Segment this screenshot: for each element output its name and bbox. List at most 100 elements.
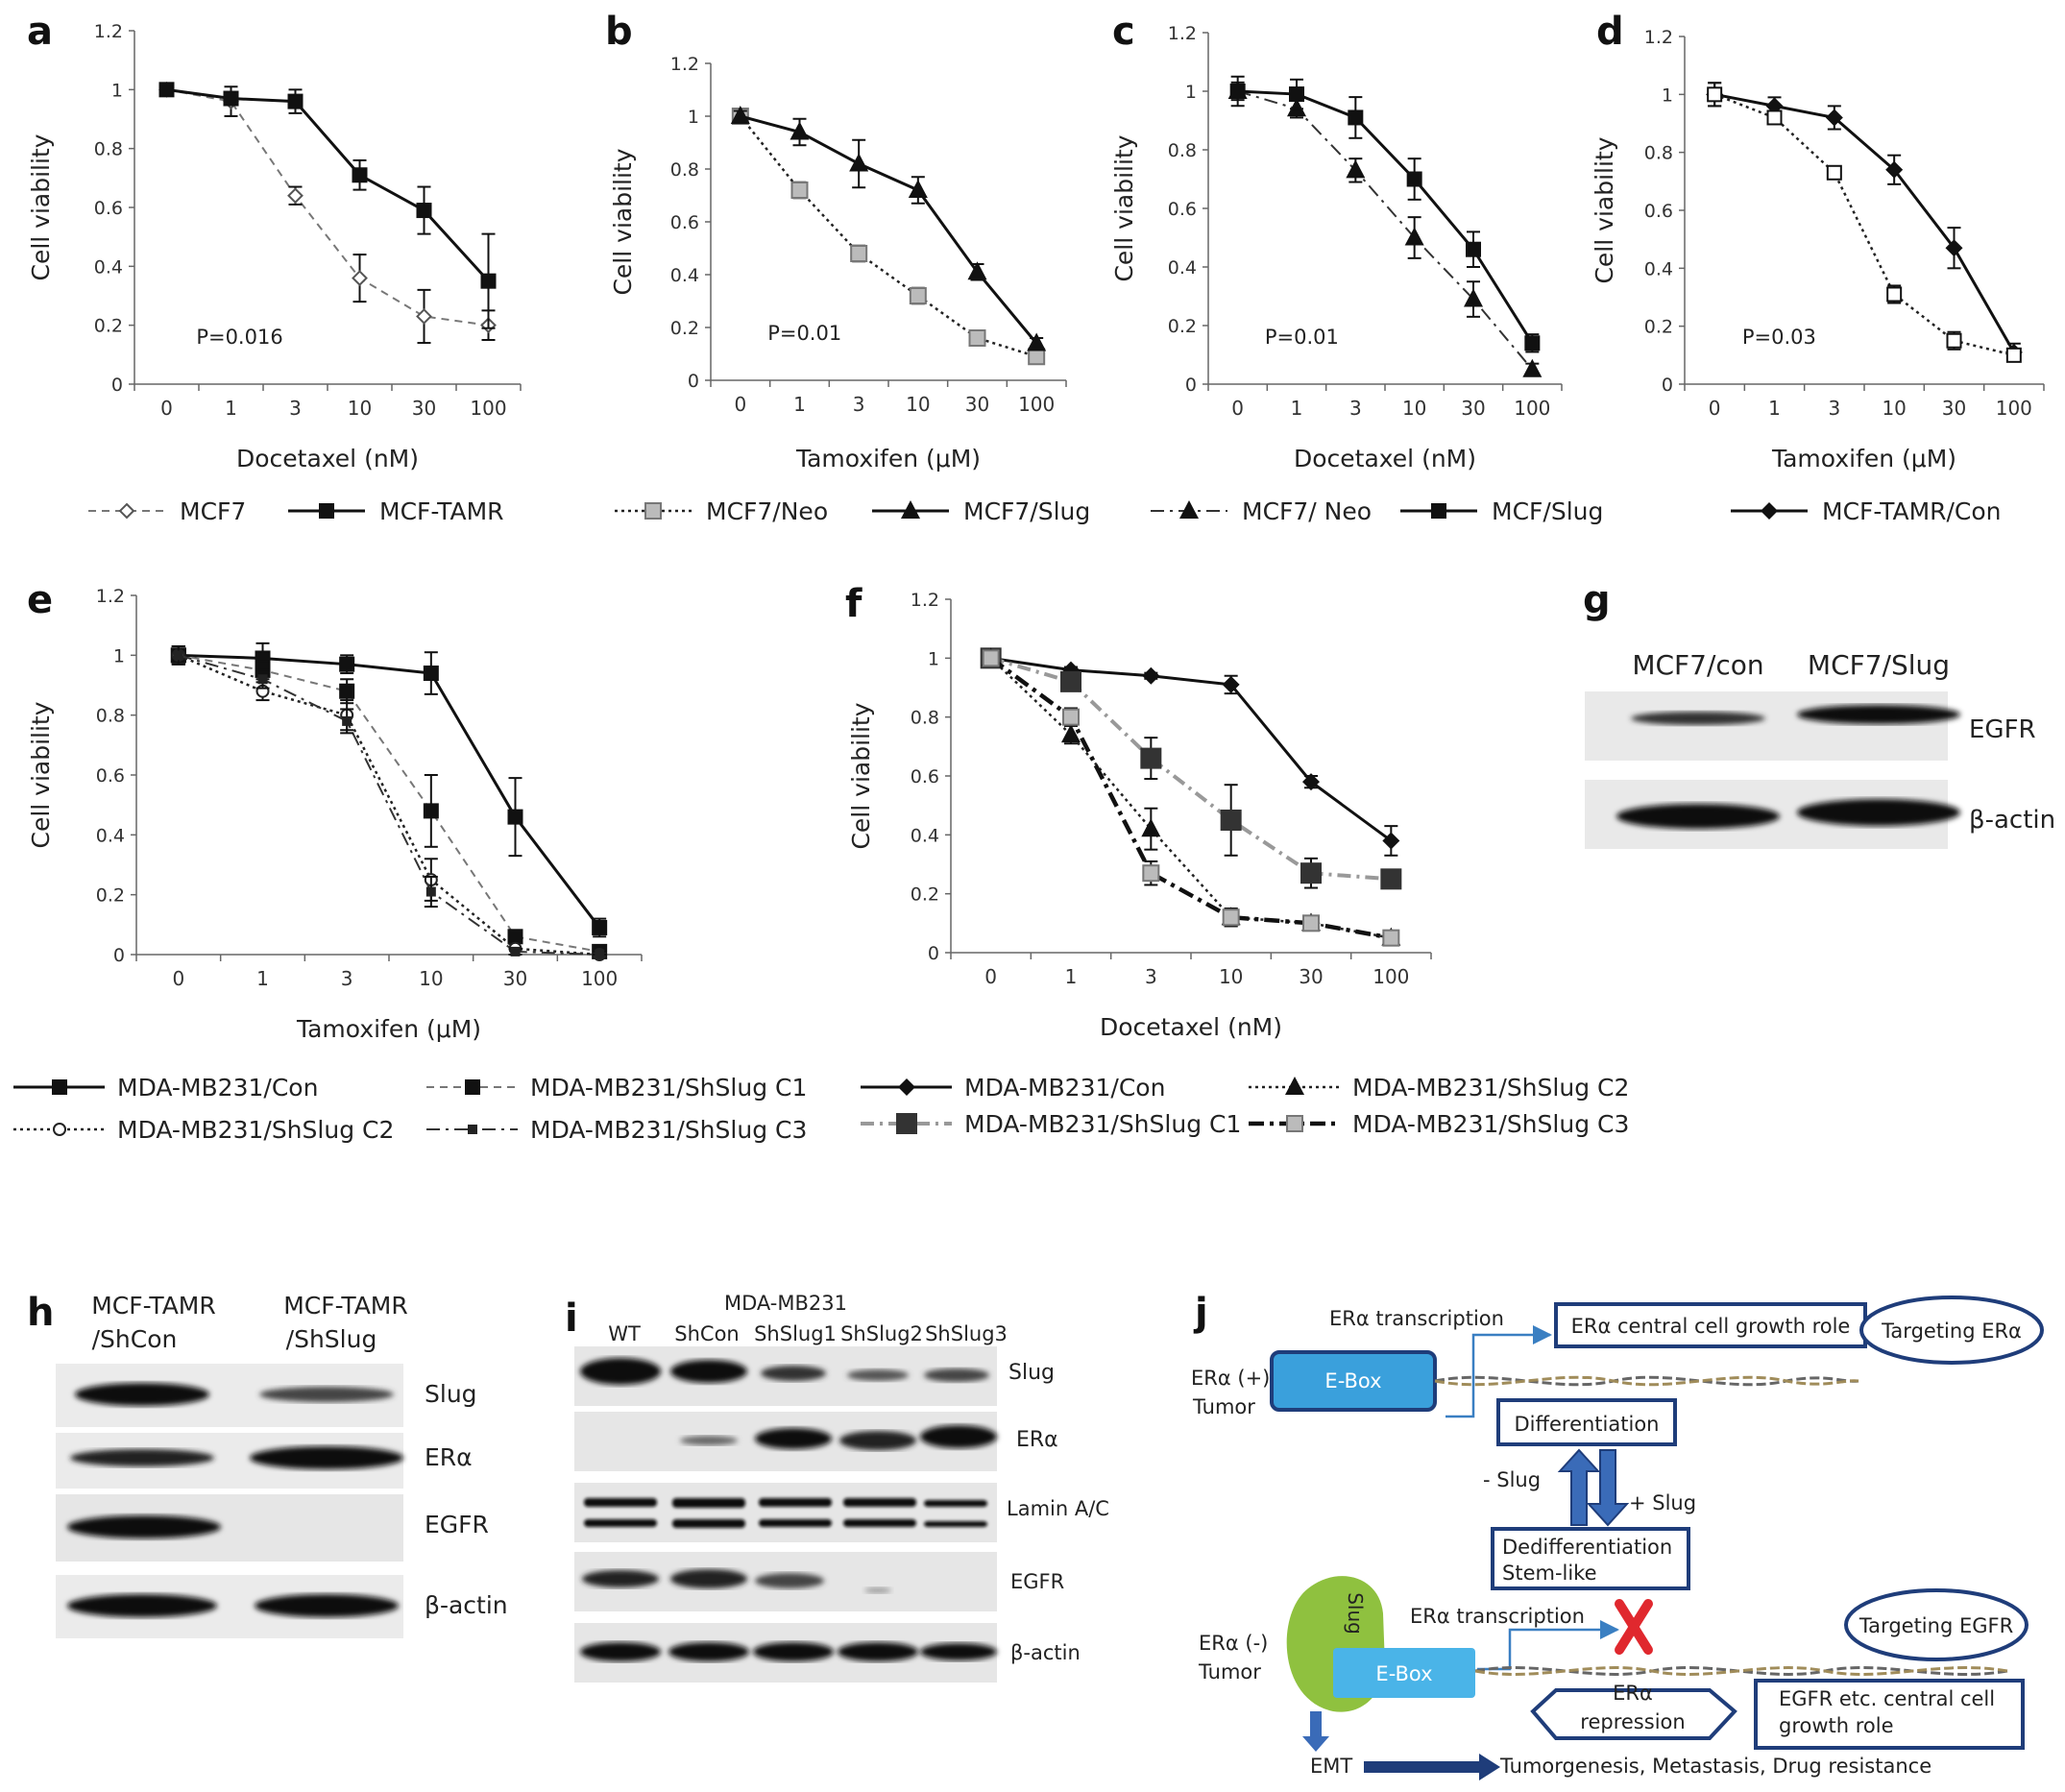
legend-label: MDA-MB231/ShSlug C1 [964,1110,1241,1138]
y-axis-label: Cell viability [847,702,875,849]
blot-i-band [920,1425,997,1448]
j-egfr-growth-text-1: EGFR etc. central cell [1779,1687,1995,1710]
x-tick-label: 1 [256,967,269,990]
legend-marker [52,1079,67,1095]
legend-label: MCF/Slug [1492,497,1603,525]
blot-i-band [755,1428,832,1449]
blot-h-band [250,1446,403,1469]
x-axis-label: Docetaxel (nM) [1100,1013,1282,1041]
y-tick-label: 1 [928,648,939,669]
data-point [1028,348,1046,366]
blot-h-band [67,1515,221,1538]
x-tick-label: 1 [1291,397,1303,420]
legend-marker [644,502,662,520]
j-outcome-text: Tumorgenesis, Metastasis, Drug resistanc… [1499,1755,1931,1778]
x-tick-label: 100 [1018,393,1055,416]
j-targeting-era-text: Targeting ERα [1881,1320,2022,1343]
blot-i-col: WT [608,1322,641,1345]
legend-marker [319,503,334,519]
x-axis-label: Docetaxel (nM) [236,445,419,472]
j-ebox-top-text: E-Box [1324,1369,1381,1392]
data-point [1142,864,1160,883]
data-point [223,90,239,107]
x-tick-label: 30 [1942,397,1966,420]
panel-letter-g: g [1583,578,1611,622]
y-tick-label: 1 [113,645,125,666]
legend-label: MDA-MB231/Con [964,1074,1165,1102]
diagram-panel-j: ERα transcription ERα central cell growt… [1191,1296,2044,1780]
p-value-annotation: P=0.03 [1742,326,1816,349]
x-tick-label: 3 [1145,965,1157,988]
legend-marker [1431,503,1446,519]
j-targeting-era-oval [1859,1296,2044,1365]
data-point [423,803,439,819]
blot-i-band [847,1369,909,1381]
y-tick-label: 0.8 [670,159,699,181]
series-line [1713,93,2015,357]
y-axis-label: Cell viability [609,148,637,295]
blot-i-band [755,1573,824,1588]
x-tick-label: 0 [172,967,184,990]
y-tick-label: 1 [111,80,123,101]
y-tick-label: 0.6 [94,198,123,219]
j-repression-text-2: repression [1580,1710,1685,1733]
series-line [990,656,1392,882]
x-tick-label: 30 [1299,965,1323,988]
legend-label: MDA-MB231/Con [117,1074,318,1102]
blot-g-col-2: MCF7/Slug [1808,649,1950,681]
y-tick-label: 0.6 [96,765,125,787]
data-point [849,153,869,172]
y-tick-label: 1.2 [96,586,125,607]
panel-letter-h: h [27,1291,54,1335]
blot-g-col-1: MCF7/con [1632,649,1763,681]
blot-i-band [670,1569,747,1588]
y-tick-label: 1.2 [1168,23,1197,44]
data-point [423,666,439,682]
panel-letter-f: f [845,582,862,626]
blot-i-col: ShSlug2 [840,1322,923,1345]
x-tick-label: 100 [1996,397,2032,420]
data-point [1825,109,1843,127]
j-repression-hexagon [1530,1688,1737,1740]
x-tick-label: 3 [289,397,302,420]
j-differentiation-text: Differentiation [1515,1413,1660,1436]
legend-marker [1761,502,1778,520]
blot-i-title: MDA-MB231 [724,1292,847,1315]
blot-i-band [680,1436,738,1445]
j-dna-bottom [1474,1666,2008,1676]
x-tick-label: 1 [1768,397,1781,420]
j-era-neg-2: Tumor [1198,1660,1261,1683]
data-point [416,308,432,325]
x-tick-label: 30 [503,967,527,990]
j-arrow-outcome [1364,1754,1500,1780]
data-point [1061,724,1081,743]
y-tick-label: 0.4 [1168,257,1197,278]
legend-label: MCF7/Neo [706,497,828,525]
blot-i-band [580,1642,661,1661]
blot-i-band [920,1643,997,1660]
j-arrow-transcription-bottom [1477,1620,1619,1671]
data-point [158,82,175,98]
legend-marker [465,1079,480,1095]
data-point [507,809,523,825]
blot-h-row-era: ERα [425,1443,473,1471]
x-tick-label: 3 [853,393,865,416]
legend-marker [1179,500,1199,519]
x-tick-label: 1 [225,397,237,420]
data-point [1302,914,1320,932]
series-line [1713,92,2016,353]
x-tick-label: 0 [1709,397,1721,420]
j-arrow-down [1586,1449,1630,1527]
blot-h-band [67,1594,217,1617]
j-differentiation-box [1496,1398,1677,1446]
y-tick-label: 0.2 [94,316,123,337]
x-tick-label: 10 [1402,397,1426,420]
j-dediff-box [1491,1527,1690,1590]
j-egfr-growth-box [1754,1679,2025,1750]
data-point [1707,86,1723,103]
series-line [1237,90,1534,371]
series-line [989,656,1392,940]
y-tick-label: 1.2 [911,590,939,611]
data-point [1524,335,1541,351]
blot-i-row: ERα [1016,1428,1058,1452]
